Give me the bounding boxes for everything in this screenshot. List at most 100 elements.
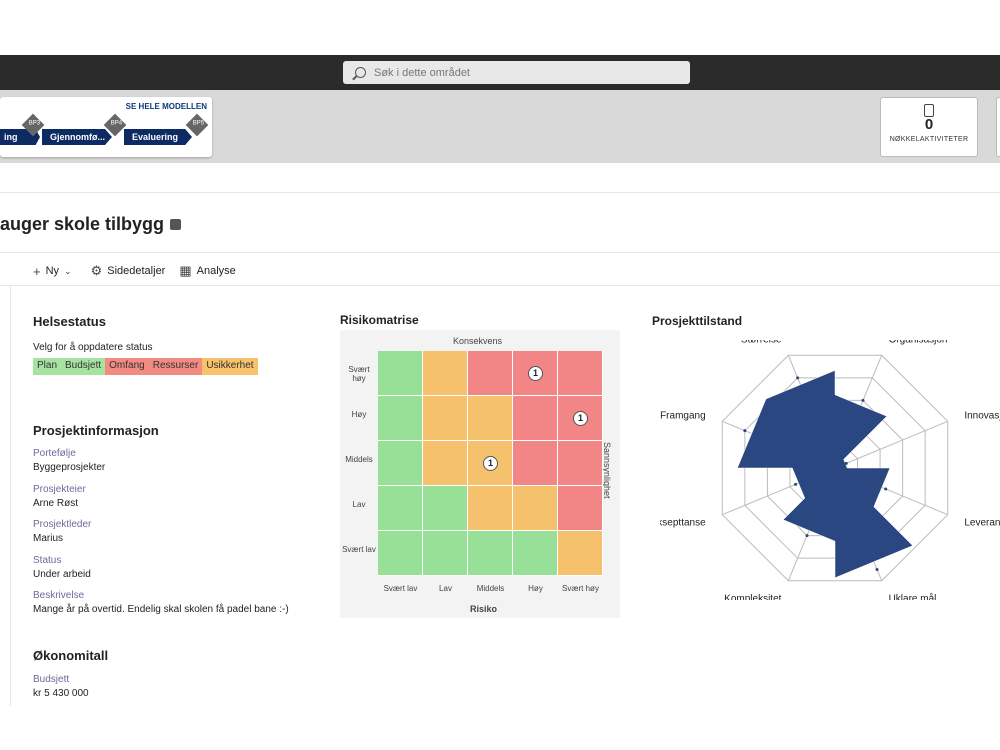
key-activities-label: NØKKELAKTIVITETER [889, 136, 969, 143]
project-info-heading: Prosjektinformasjon [33, 423, 159, 438]
bp5-diamond-icon: BP5 [185, 113, 209, 137]
risk-cell[interactable] [378, 396, 423, 441]
description-value: Mange år på overtid. Endelig skal skolen… [33, 604, 289, 615]
radar-axis-label: Leverandør [964, 518, 1000, 529]
risk-label: Risiko [470, 604, 498, 614]
risk-cell[interactable] [423, 396, 468, 441]
health-chip-plan[interactable]: Plan [33, 358, 62, 375]
budget-value: kr 5 430 000 [33, 688, 89, 699]
key-activities-count: 0 [924, 116, 934, 133]
risk-col-label: Svært høy [562, 584, 599, 593]
radar-point [794, 482, 798, 486]
status-value: Under arbeid [33, 569, 91, 580]
risk-matrix-heading: Risikomatrise [340, 313, 419, 327]
risk-cell[interactable] [423, 531, 468, 576]
health-heading: Helsestatus [33, 314, 106, 329]
risk-cell[interactable] [558, 351, 603, 396]
radar-axis-label: Størrelse [741, 340, 782, 346]
risk-cell[interactable] [378, 441, 423, 486]
risk-cell[interactable] [513, 441, 558, 486]
clipboard-icon [924, 104, 934, 117]
status-label: Status [33, 555, 62, 566]
economy-heading: Økonomitall [33, 648, 109, 663]
radar-point [796, 376, 800, 380]
risk-row-label: Svært høy [348, 365, 370, 383]
teams-icon[interactable] [170, 219, 182, 230]
radar-point [844, 461, 848, 465]
risk-cell[interactable] [513, 531, 558, 576]
risk-cell[interactable] [513, 396, 558, 441]
radar-axis-label: Innovasjon [964, 410, 1000, 421]
phase-step-2[interactable]: Gjennomfø... [42, 129, 112, 145]
risk-cell[interactable] [468, 351, 513, 396]
risk-cell[interactable] [378, 351, 423, 396]
portfolio-label: Portefølje [33, 448, 76, 459]
radar-point [861, 398, 865, 402]
command-bar: + Ny ⌄ ⚙ Sidedetaljer ▦ Analyse [0, 261, 250, 281]
risk-cell[interactable] [558, 486, 603, 531]
radar-point [743, 429, 747, 433]
risk-count-badge[interactable]: 1 [528, 366, 543, 381]
risk-cell[interactable] [558, 441, 603, 486]
risk-col-label: Høy [528, 584, 543, 593]
divider [0, 252, 1000, 253]
radar-axis-label: Organisasjon [889, 340, 948, 346]
risk-cell[interactable] [423, 351, 468, 396]
analysis-button[interactable]: ▦ Analyse [179, 263, 236, 278]
portfolio-value: Byggeprosjekter [33, 462, 106, 473]
radar-axis-label: Aksepttanse [660, 518, 706, 529]
radar-axis-line [834, 420, 948, 469]
next-card[interactable] [996, 97, 1000, 157]
radar-axis-label: Uklare mål [889, 592, 937, 600]
phase-step-3[interactable]: Evaluering [124, 129, 192, 145]
left-rail-divider [10, 286, 11, 706]
project-state-heading: Prosjekttilstand [652, 314, 743, 328]
radar-point [884, 487, 888, 491]
radar-point [875, 567, 879, 571]
radar-point [805, 534, 809, 538]
risk-cell[interactable] [378, 486, 423, 531]
risk-cell[interactable] [558, 531, 603, 576]
divider [0, 192, 1000, 193]
search-icon [355, 67, 366, 78]
new-button[interactable]: + Ny ⌄ [33, 263, 72, 279]
risk-cell[interactable] [423, 441, 468, 486]
manager-label: Prosjektleder [33, 519, 92, 530]
health-chip-omfang[interactable]: Omfang [105, 358, 149, 375]
risk-count-badge[interactable]: 1 [573, 411, 588, 426]
page-title: auger skole tilbygg [0, 214, 182, 235]
risk-col-label: Lav [439, 584, 452, 593]
health-chip-usikkerhet[interactable]: Usikkerhet [202, 358, 258, 375]
health-hint: Velg for å oppdatere status [33, 342, 153, 353]
health-status-chips[interactable]: Plan Budsjett Omfang Ressurser Usikkerhet [33, 358, 258, 375]
radar-series-area [737, 370, 914, 579]
health-chip-ressurser[interactable]: Ressurser [148, 358, 203, 375]
divider [0, 285, 1000, 286]
description-label: Beskrivelse [33, 590, 85, 601]
risk-cell[interactable] [513, 486, 558, 531]
analytics-icon: ▦ [179, 263, 192, 278]
risk-col-label: Svært lav [383, 584, 418, 593]
risk-count-badge[interactable]: 1 [483, 456, 498, 471]
risk-row-label: Svært lav [342, 545, 376, 554]
risk-row-label: Høy [351, 410, 367, 419]
risk-cell[interactable] [378, 531, 423, 576]
page-details-button[interactable]: ⚙ Sidedetaljer [90, 263, 166, 278]
search-box[interactable]: Søk i dette området [343, 61, 690, 84]
phase-model: SE HELE MODELLEN ing BP3 Gjennomfø... BP… [0, 97, 212, 157]
search-placeholder: Søk i dette området [374, 66, 470, 79]
see-all-model-link[interactable]: SE HELE MODELLEN [125, 102, 207, 111]
risk-cell[interactable] [423, 486, 468, 531]
risk-cell[interactable] [468, 531, 513, 576]
risk-cell[interactable] [468, 396, 513, 441]
plus-icon: + [33, 263, 41, 279]
health-chip-budsjett[interactable]: Budsjett [61, 358, 106, 375]
gear-icon: ⚙ [90, 263, 103, 278]
risk-cell[interactable] [468, 486, 513, 531]
key-activities-card[interactable]: 0 NØKKELAKTIVITETER [880, 97, 978, 157]
risk-row-label: Lav [352, 500, 366, 509]
owner-label: Prosjekteier [33, 484, 86, 495]
owner-value: Arne Røst [33, 498, 79, 509]
consequence-label: Konsekvens [453, 336, 503, 346]
budget-label: Budsjett [33, 674, 70, 685]
